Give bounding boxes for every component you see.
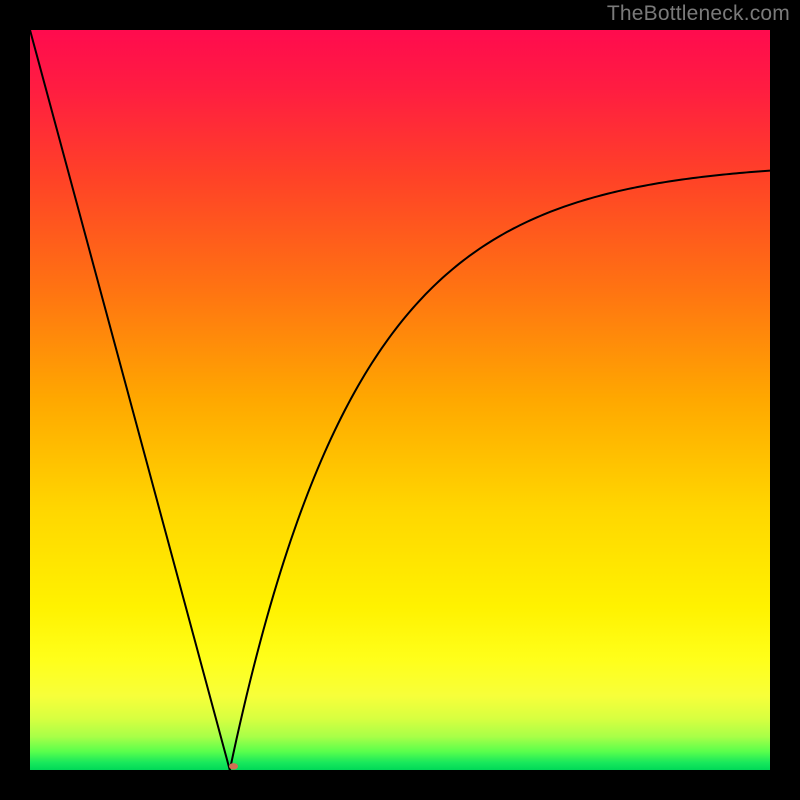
chart-container: TheBottleneck.com — [0, 0, 800, 800]
bottleneck-curve — [30, 30, 770, 770]
min-point-marker — [229, 763, 238, 769]
curve-overlay — [0, 0, 800, 800]
